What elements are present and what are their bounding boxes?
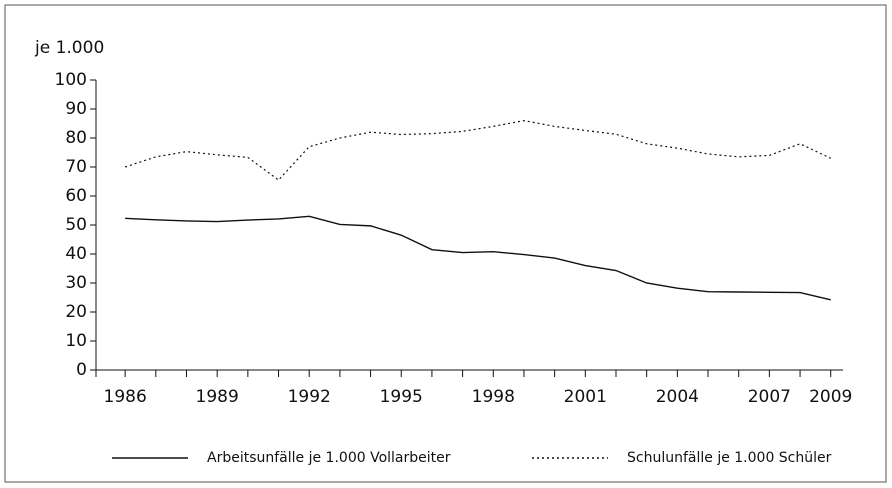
legend-label: Schulunfälle je 1.000 Schüler [627, 450, 832, 466]
x-tick-label: 2004 [656, 387, 699, 407]
y-tick-label: 0 [76, 360, 87, 380]
y-tick-label: 90 [65, 99, 87, 119]
x-tick-label: 2007 [748, 387, 791, 407]
y-tick-label: 10 [65, 331, 87, 351]
x-tick-label: 1998 [472, 387, 515, 407]
y-tick-label: 30 [65, 273, 87, 293]
x-tick-label: 1986 [104, 387, 147, 407]
y-axis-label: je 1.000 [34, 38, 104, 58]
y-tick-label: 50 [65, 215, 87, 235]
x-tick-label: 1989 [196, 387, 239, 407]
legend-label: Arbeitsunfälle je 1.000 Vollarbeiter [207, 450, 451, 466]
x-tick-label: 1992 [288, 387, 331, 407]
x-tick-label: 1995 [380, 387, 423, 407]
series-line [125, 215, 831, 301]
y-tick-label: 100 [55, 70, 87, 90]
x-tick-label: 2001 [564, 387, 607, 407]
y-tick-label: 60 [65, 186, 87, 206]
x-tick-label: 2009 [809, 387, 852, 407]
y-tick-label: 20 [65, 302, 87, 322]
y-tick-label: 40 [65, 244, 87, 264]
y-tick-label: 80 [65, 128, 87, 148]
series-line [124, 119, 831, 181]
y-tick-label: 70 [65, 157, 87, 177]
frame [4, 4, 887, 483]
